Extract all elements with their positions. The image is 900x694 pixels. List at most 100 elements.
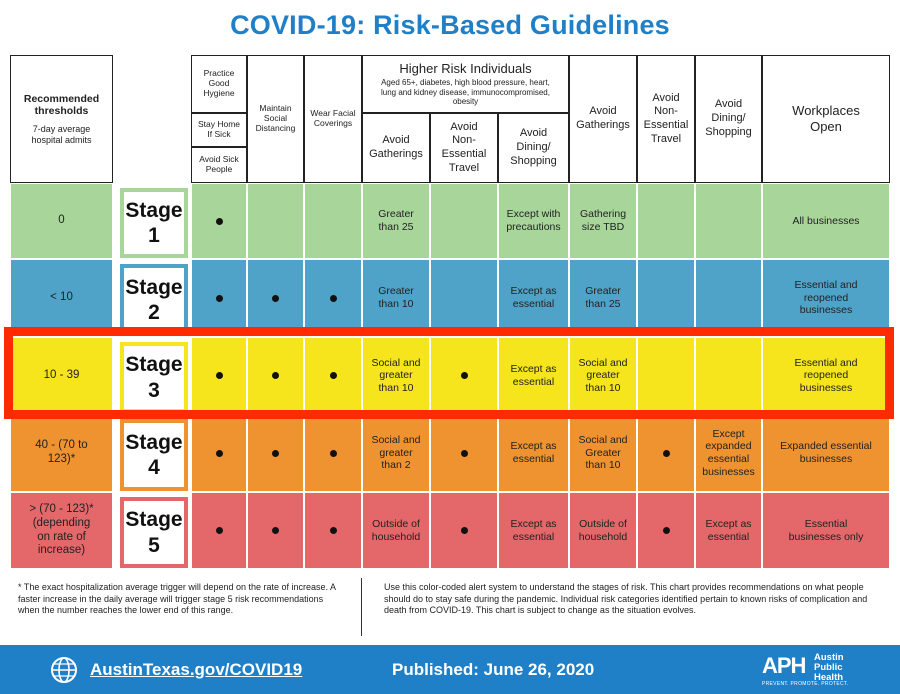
guideline-text: Social and greater than 10	[371, 356, 421, 394]
stage-number: 2	[148, 301, 160, 324]
stage-2-threshold-cell: < 10	[10, 259, 113, 337]
footer-bar: AustinTexas.gov/COVID19 Published: June …	[0, 645, 900, 694]
stage-5-stage-cell: Stage 5	[113, 492, 191, 569]
threshold-value: > (70 - 123)* (depending on rate of incr…	[29, 502, 94, 557]
stage-5-distancing-cell	[247, 492, 304, 569]
bullet-icon	[329, 294, 337, 302]
stage-4-coverings-cell	[304, 414, 362, 492]
stage-3-hr-dining-cell: Except as essential	[498, 337, 569, 414]
header-hr-avoid-dining: Avoid Dining/ Shopping	[498, 113, 569, 183]
bullet-icon	[215, 372, 223, 379]
guideline-text: Expanded essential businesses	[780, 440, 872, 465]
header-practice-hygiene: Practice Good Hygiene	[191, 55, 247, 113]
guideline-text: Social and greater than 2	[371, 434, 421, 472]
published-date: Published: June 26, 2020	[392, 660, 595, 679]
stage-3-travel-cell	[637, 337, 695, 414]
stage-4-hygiene-cell	[191, 414, 247, 492]
guideline-text: Greater than 25	[585, 285, 621, 310]
stage-3-workplaces-cell: Essential and reopened businesses	[762, 337, 890, 414]
stage-number: 3	[148, 378, 160, 402]
bullet-icon	[215, 449, 223, 457]
stage-1-dining-cell	[695, 183, 762, 259]
stage-2-hr-gatherings-cell: Greater than 10	[362, 259, 430, 337]
threshold-value: 10 - 39	[43, 368, 80, 381]
stage-1-hr-gatherings-cell: Greater than 25	[362, 183, 430, 259]
guidelines-table: Recommended thresholds 7-day average hos…	[10, 55, 890, 569]
stage-5-hr-gatherings-cell: Outside of household	[362, 492, 430, 569]
guideline-text: Except as essential	[510, 285, 557, 310]
bullet-icon	[460, 372, 468, 379]
stage-4-distancing-cell	[247, 414, 304, 492]
guideline-text: Outside of household	[578, 517, 628, 543]
threshold-value: 0	[58, 214, 65, 227]
stage-5-dining-cell: Except as essential	[695, 492, 762, 569]
stage-4-dining-cell: Except expanded essential businesses	[695, 414, 762, 492]
stage-4-hr-gatherings-cell: Social and greater than 2	[362, 414, 430, 492]
stage-2-gatherings-cell: Greater than 25	[569, 259, 637, 337]
header-maintain-distancing: Maintain Social Distancing	[247, 55, 304, 183]
stage-1-stage-cell: Stage 1	[113, 183, 191, 259]
guideline-text: Gathering size TBD	[579, 208, 627, 233]
bullet-icon	[460, 527, 468, 534]
aph-logo: APH	[762, 653, 806, 678]
header-workplaces: Workplaces Open	[762, 55, 890, 183]
guideline-text: Essential and reopened businesses	[794, 279, 858, 317]
stage-5-gatherings-cell: Outside of household	[569, 492, 637, 569]
globe-icon	[50, 656, 78, 689]
guideline-text: Except as essential	[510, 362, 557, 388]
bullet-icon	[329, 449, 337, 457]
covid-website-link[interactable]: AustinTexas.gov/COVID19	[90, 660, 303, 679]
stage-2-workplaces-cell: Essential and reopened businesses	[762, 259, 890, 337]
bullet-icon	[329, 527, 337, 534]
threshold-value: 40 - (70 to 123)*	[35, 439, 88, 465]
bullet-icon	[272, 527, 279, 534]
bullet-icon	[215, 527, 223, 534]
stage-3-gatherings-cell: Social and greater than 10	[569, 337, 637, 414]
thresholds-title: Recommended thresholds	[23, 92, 100, 118]
stage-4-badge: Stage 4	[120, 419, 188, 491]
guideline-text: Except as essential	[705, 517, 752, 543]
bullet-icon	[662, 449, 670, 457]
header-stage-spacer	[113, 55, 191, 183]
header-thresholds: Recommended thresholds 7-day average hos…	[10, 55, 113, 183]
stage-1-threshold-cell: 0	[10, 183, 113, 259]
higher-risk-title: Higher Risk Individuals	[399, 61, 532, 77]
stage-3-stage-cell: Stage 3	[113, 337, 191, 414]
guideline-text: Essential businesses only	[788, 517, 864, 543]
stage-4-hr-dining-cell: Except as essential	[498, 414, 569, 492]
stage-1-hygiene-cell	[191, 183, 247, 259]
stage-2-stage-cell: Stage 2	[113, 259, 191, 337]
guideline-text: Except as essential	[510, 517, 557, 543]
higher-risk-subtitle: Aged 65+, diabetes, high blood pressure,…	[381, 77, 550, 107]
thresholds-subtitle: 7-day average hospital admits	[31, 123, 92, 145]
stage-5-workplaces-cell: Essential businesses only	[762, 492, 890, 569]
stage-5-travel-cell	[637, 492, 695, 569]
stage-5-hr-dining-cell: Except as essential	[498, 492, 569, 569]
guideline-text: All businesses	[792, 214, 860, 227]
stage-2-dining-cell	[695, 259, 762, 337]
stage-1-coverings-cell	[304, 183, 362, 259]
bullet-icon	[329, 372, 337, 379]
header-higher-risk: Higher Risk Individuals Aged 65+, diabet…	[362, 55, 569, 113]
stage-2-coverings-cell	[304, 259, 362, 337]
bullet-icon	[272, 449, 279, 457]
stage-label: Stage	[125, 430, 183, 454]
stage-5-badge: Stage 5	[120, 497, 188, 568]
stage-2-distancing-cell	[247, 259, 304, 337]
stage-1-travel-cell	[637, 183, 695, 259]
bullet-icon	[215, 294, 223, 302]
stage-2-travel-cell	[637, 259, 695, 337]
stage-1-hr-travel-cell	[430, 183, 498, 259]
stage-1-distancing-cell	[247, 183, 304, 259]
bullet-icon	[662, 527, 670, 534]
page-title: COVID-19: Risk-Based Guidelines	[230, 10, 670, 40]
header-wear-coverings: Wear Facial Coverings	[304, 55, 362, 183]
stage-label: Stage	[125, 275, 183, 299]
guideline-text: Greater than 10	[378, 285, 414, 310]
stage-3-hr-gatherings-cell: Social and greater than 10	[362, 337, 430, 414]
stage-3-dining-cell	[695, 337, 762, 414]
guideline-text: Greater than 25	[378, 208, 414, 233]
footnote-hospitalization: * The exact hospitalization average trig…	[18, 582, 336, 616]
footnote-color-system: Use this color-coded alert system to und…	[384, 582, 868, 616]
bullet-icon	[272, 372, 279, 379]
